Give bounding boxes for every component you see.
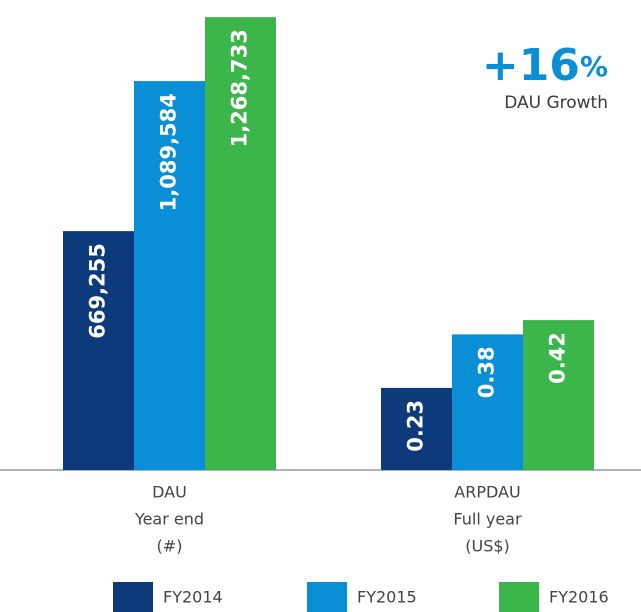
growth-annotation: +16% [482, 40, 608, 91]
value-label: 1,089,584 [157, 93, 181, 211]
category-note: (#) [157, 537, 183, 556]
bar [523, 320, 594, 470]
category-note: (US$) [465, 537, 510, 556]
bar [205, 17, 276, 471]
value-label: 1,268,733 [228, 29, 252, 147]
category-note: Full year [453, 510, 522, 529]
legend-swatch [499, 582, 539, 612]
bar [63, 231, 134, 470]
legend-swatch [113, 582, 153, 612]
legend-label: FY2014 [163, 588, 223, 607]
legend-swatch [307, 582, 347, 612]
growth-unit: % [580, 50, 608, 83]
value-label: 0.42 [546, 332, 570, 384]
value-label: 669,255 [86, 243, 110, 339]
growth-number: +16 [482, 40, 580, 91]
bar [452, 334, 523, 470]
legend-label: FY2015 [357, 588, 417, 607]
value-label: 0.23 [404, 400, 428, 452]
category-label: DAU [152, 483, 187, 502]
bar [134, 81, 205, 470]
category-label: ARPDAU [454, 483, 520, 502]
value-label: 0.38 [475, 346, 499, 398]
bar [381, 387, 452, 470]
category-note: Year end [134, 510, 204, 529]
legend-label: FY2016 [549, 588, 609, 607]
growth-caption: DAU Growth [504, 93, 608, 113]
